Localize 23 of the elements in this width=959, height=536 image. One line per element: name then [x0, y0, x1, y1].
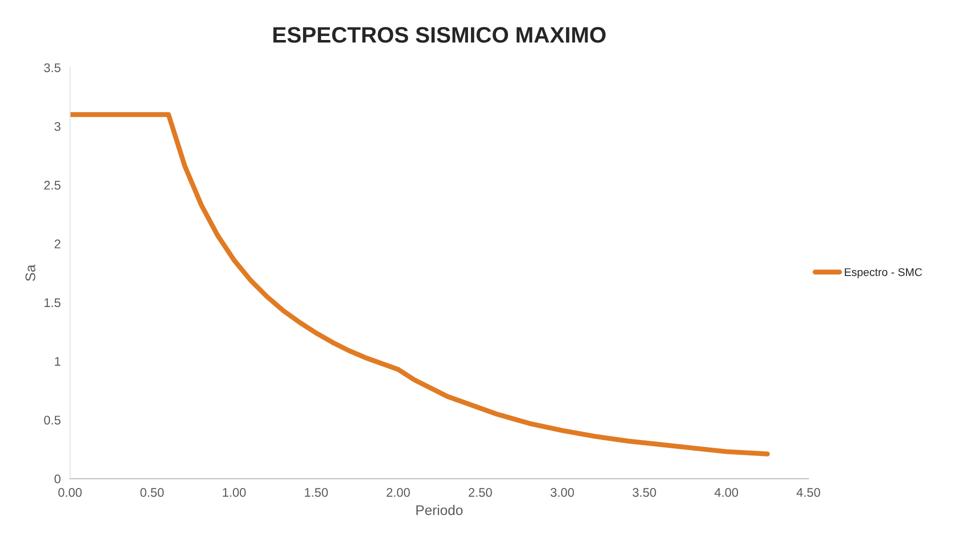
x-tick-label: 2.50 [468, 488, 492, 497]
y-tick-label: 1.5 [44, 298, 60, 308]
y-tick-label: 0 [54, 474, 60, 484]
y-tick-label: 3.5 [44, 63, 60, 72]
y-axis-title: Sa [25, 264, 36, 281]
y-tick-label: 2 [54, 240, 60, 248]
chart-title: ESPECTROS SISMICO MAXIMO [273, 27, 606, 43]
x-axis-title: Periodo [416, 504, 463, 516]
y-tick-label: 0.5 [44, 416, 60, 425]
x-tick-label: 4.50 [796, 488, 820, 497]
y-tick-label: 2.5 [44, 180, 60, 190]
x-tick-label: 2.00 [386, 488, 410, 497]
x-tick-label: 3.50 [632, 488, 656, 497]
x-tick-label: 0.00 [58, 488, 82, 497]
x-tick-label: 4.00 [714, 488, 738, 497]
x-tick-label: 1.50 [304, 488, 328, 497]
x-tick-label: 3.00 [550, 488, 574, 497]
y-tick-label: 1 [54, 357, 60, 366]
y-tick-label: 3 [54, 122, 60, 131]
line-series [70, 112, 770, 456]
x-tick-label: 0.50 [140, 488, 164, 497]
legend-label: Espectro - SMC [844, 268, 922, 278]
x-tick-label: 1.00 [222, 488, 246, 497]
